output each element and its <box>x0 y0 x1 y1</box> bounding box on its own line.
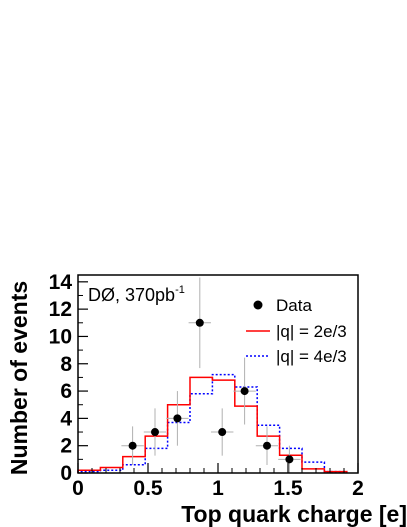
annotation-label: DØ, 370pb-1 <box>88 284 185 305</box>
legend: Data |q| = 2e/3 |q| = 4e/3 <box>246 296 347 366</box>
x-tick-label: 0 <box>72 477 84 500</box>
data-point <box>151 428 159 437</box>
legend-data-marker <box>253 300 263 310</box>
y-tick-label: 0 <box>60 462 72 485</box>
data-point <box>263 441 271 450</box>
y-tick-label: 4 <box>60 407 72 430</box>
data-point <box>218 428 227 437</box>
data-point <box>128 441 137 450</box>
data-point <box>195 318 204 327</box>
data-points-layer <box>121 277 301 473</box>
histogram-layer <box>77 373 348 473</box>
y-tick-label: 10 <box>49 325 72 348</box>
annotation-superscript: -1 <box>175 284 185 296</box>
y-tick-label: 2 <box>60 435 72 458</box>
legend-q43-label: |q| = 4e/3 <box>276 347 347 366</box>
x-tick-label: 1 <box>212 477 224 500</box>
x-axis-title: Top quark charge [e] <box>181 501 407 527</box>
y-axis-title: Number of events <box>6 281 32 475</box>
hist-q23-series <box>77 376 348 473</box>
x-tick-label: 2 <box>352 477 364 500</box>
y-tick-label: 6 <box>60 380 72 403</box>
annotation-main: DØ, 370pb <box>88 285 175 305</box>
legend-q23-label: |q| = 2e/3 <box>276 322 347 341</box>
y-tick-label: 14 <box>49 271 73 294</box>
x-tick-label: 1.5 <box>273 477 303 500</box>
data-point <box>240 387 249 396</box>
y-tick-label: 12 <box>49 298 72 321</box>
data-point <box>285 455 294 464</box>
hist-q43-series <box>77 373 348 473</box>
data-point <box>173 414 182 423</box>
x-tick-label: 0.5 <box>133 477 163 500</box>
y-tick-label: 8 <box>60 353 72 376</box>
legend-data-label: Data <box>276 296 312 315</box>
